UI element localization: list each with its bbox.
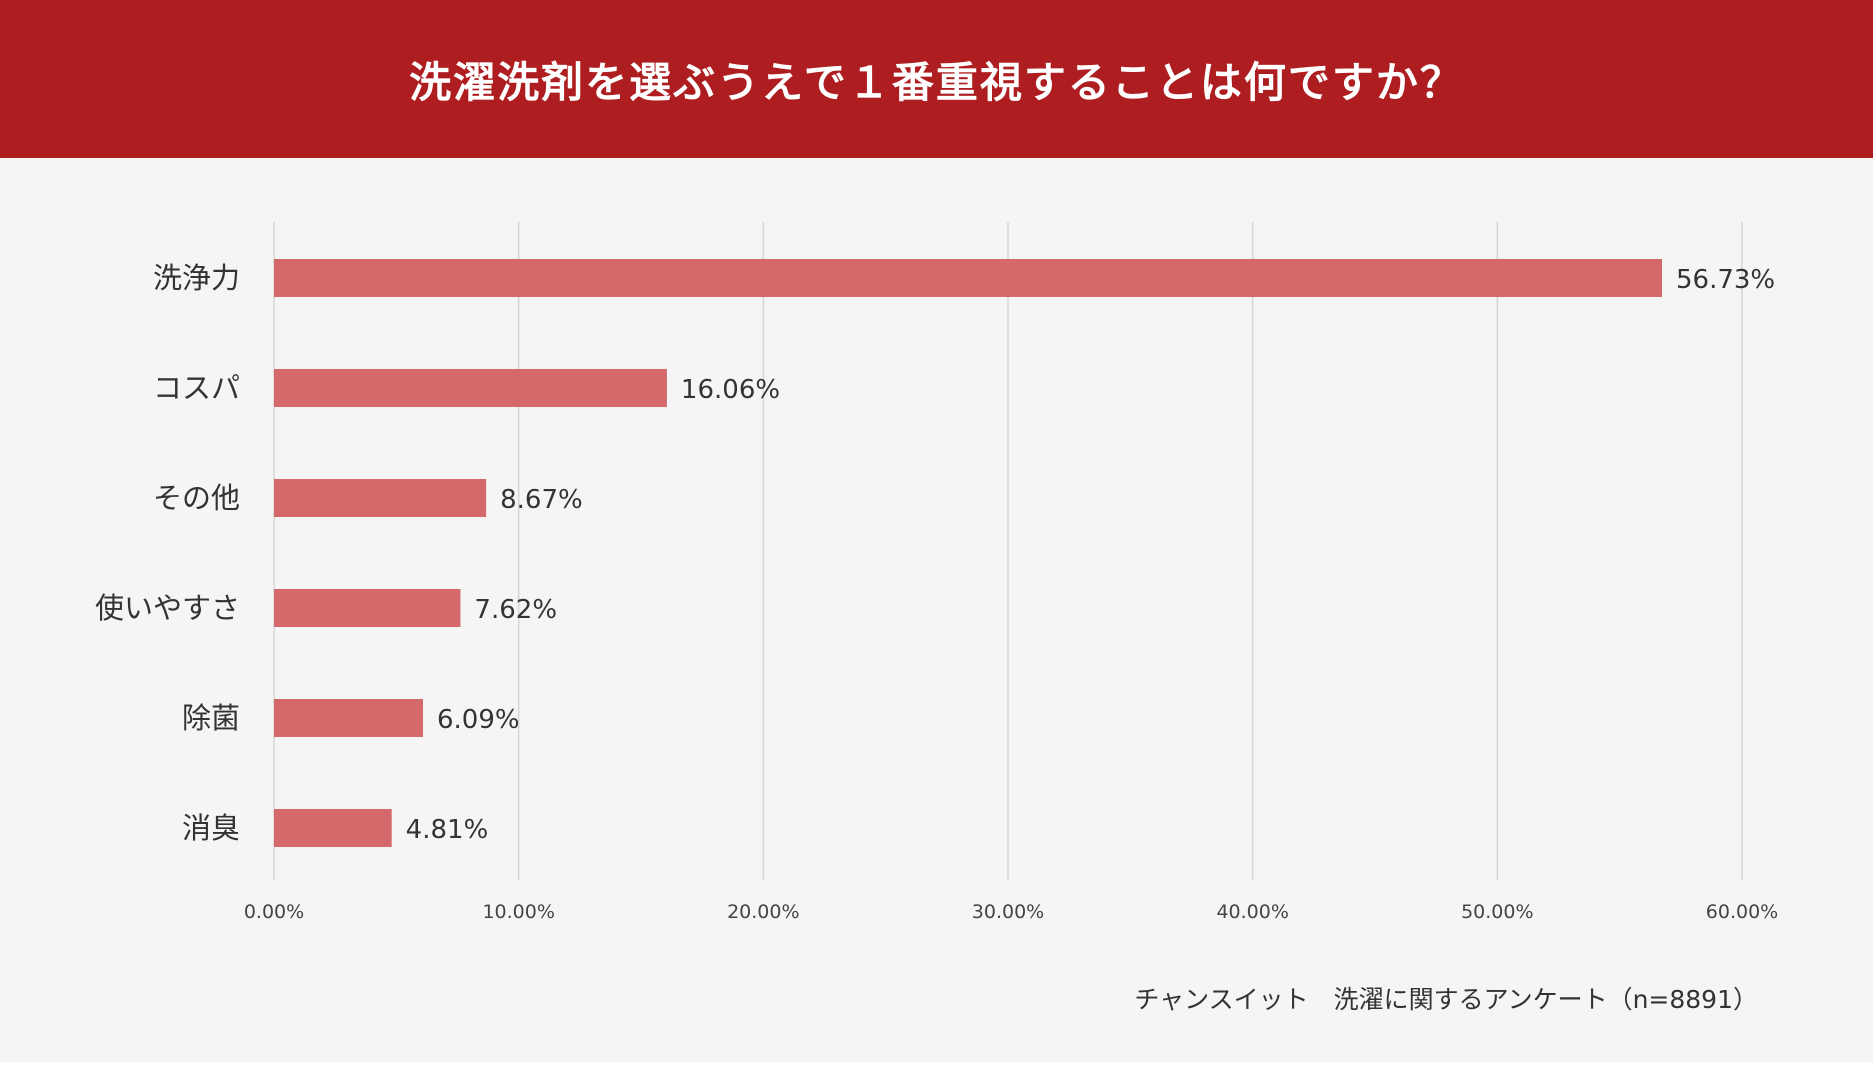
- category-label: コスパ: [153, 371, 240, 405]
- x-tick-label: 30.00%: [972, 901, 1044, 923]
- bar: [274, 699, 424, 737]
- chart-title: 洗濯洗剤を選ぶうえで１番重視することは何ですか？: [409, 57, 1464, 107]
- title-banner: 洗濯洗剤を選ぶうえで１番重視することは何ですか？: [0, 0, 1873, 158]
- bar: [274, 259, 1662, 297]
- x-tick-label: 0.00%: [244, 901, 304, 923]
- data-label: 8.67%: [500, 485, 583, 515]
- x-tick-label: 50.00%: [1461, 901, 1533, 923]
- category-label: 洗浄力: [153, 261, 240, 295]
- data-label: 6.09%: [437, 705, 520, 735]
- category-label: 使いやすさ: [95, 591, 240, 625]
- category-label: その他: [153, 481, 240, 515]
- bar: [274, 369, 667, 407]
- x-tick-label: 60.00%: [1706, 901, 1778, 923]
- category-label: 除菌: [182, 701, 240, 735]
- bar: [274, 589, 461, 627]
- data-label: 56.73%: [1676, 265, 1775, 295]
- data-label: 4.81%: [406, 815, 489, 845]
- category-label: 消臭: [182, 811, 240, 845]
- bar: [274, 479, 487, 517]
- x-tick-label: 40.00%: [1216, 901, 1288, 923]
- data-label: 16.06%: [681, 375, 780, 405]
- data-label: 7.62%: [474, 595, 557, 625]
- x-tick-label: 10.00%: [482, 901, 554, 923]
- bar: [274, 809, 392, 847]
- x-tick-label: 20.00%: [727, 901, 799, 923]
- source-note: チャンスイット 洗濯に関するアンケート（n=8891）: [1134, 985, 1758, 1014]
